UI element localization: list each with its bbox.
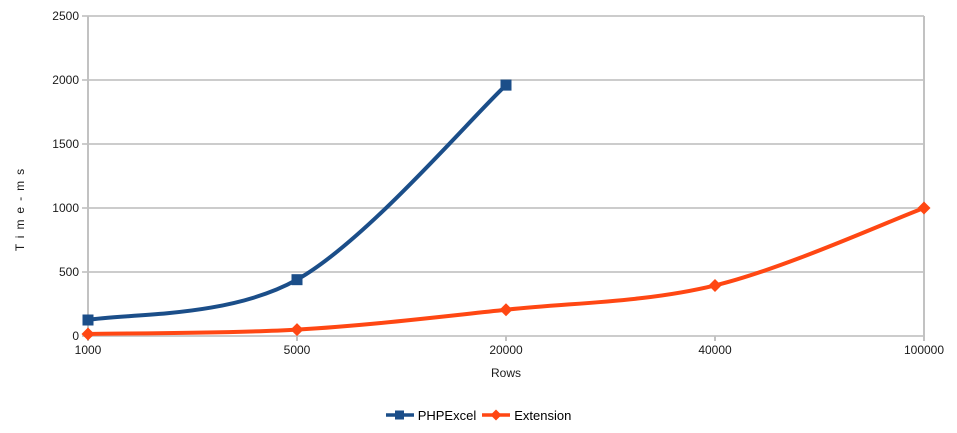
y-tick-label-2500: 2500 [52,9,79,23]
series-Extension-marker-diamond [917,201,931,215]
x-tick-label-20000: 20000 [489,343,523,357]
diamond-marker-icon [490,409,502,421]
legend-item-Extension: Extension [482,408,571,423]
series-Extension-marker-diamond [81,327,95,341]
series-Extension-marker-diamond [499,303,513,317]
series-Extension-marker-diamond [290,323,304,337]
legend: PHPExcel Extension [0,404,957,426]
legend-item-PHPExcel: PHPExcel [385,407,477,423]
series-PHPExcel-marker-square [82,314,94,326]
y-tick-label-2000: 2000 [52,73,79,87]
x-axis-title: Rows [490,366,521,380]
y-axis-title: Time-ms [13,162,27,252]
legend-swatch-PHPExcel [385,410,414,420]
x-tick-label-5000: 5000 [284,343,311,357]
legend-label-Extension: Extension [514,407,572,423]
square-marker-icon [394,410,404,420]
series-PHPExcel-marker-square [291,274,303,286]
x-tick-label-1000: 1000 [75,343,102,357]
y-tick-label-500: 500 [59,265,79,279]
series-Extension-marker-diamond [708,278,722,292]
y-tick-label-1500: 1500 [52,137,79,151]
legend-label-PHPExcel: PHPExcel [417,407,477,423]
legend-swatch-Extension [482,409,511,421]
x-tick-label-100000: 100000 [904,343,944,357]
y-tick-label-1000: 1000 [52,201,79,215]
series-PHPExcel-marker-square [500,79,512,91]
x-tick-label-40000: 40000 [698,343,732,357]
y-tick-label-0: 0 [72,329,79,343]
